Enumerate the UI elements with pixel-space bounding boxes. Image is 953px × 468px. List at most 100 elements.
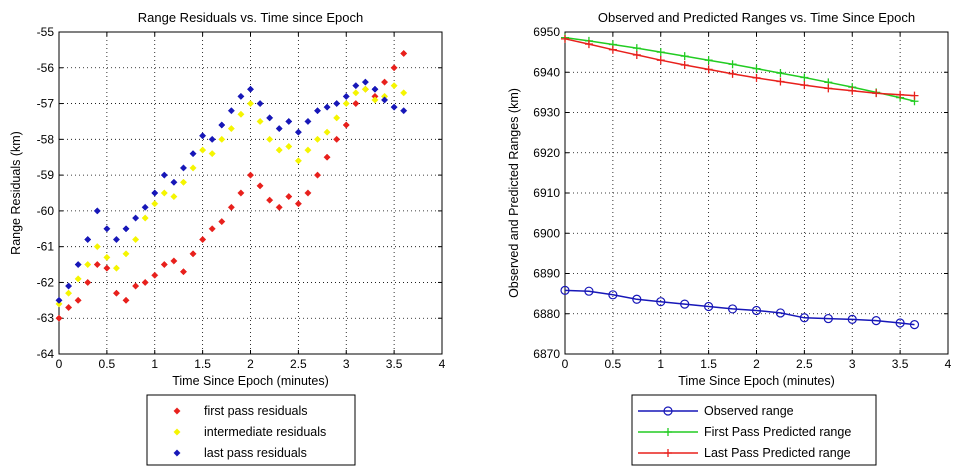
x-tick-label: 0 bbox=[562, 357, 569, 371]
data-point bbox=[189, 150, 197, 158]
data-point bbox=[199, 146, 207, 154]
data-point bbox=[151, 271, 159, 279]
data-point bbox=[93, 207, 101, 215]
data-point bbox=[560, 285, 570, 296]
y-tick-label: -63 bbox=[37, 311, 55, 325]
y-tick-label: -57 bbox=[37, 97, 55, 111]
y-tick-label: 6940 bbox=[533, 65, 560, 79]
data-point bbox=[74, 275, 82, 283]
x-tick-label: 2 bbox=[753, 357, 760, 371]
legend-label: Observed range bbox=[704, 404, 794, 418]
data-point bbox=[352, 89, 360, 97]
legend-label: intermediate residuals bbox=[204, 425, 326, 439]
series-intermediate-residuals bbox=[55, 82, 408, 308]
data-point bbox=[84, 235, 92, 244]
data-point bbox=[704, 301, 714, 312]
data-point bbox=[680, 61, 689, 70]
y-tick-label: 6950 bbox=[533, 25, 560, 39]
y-tick-label: 6870 bbox=[533, 347, 560, 361]
data-point bbox=[141, 214, 149, 222]
legend-marker bbox=[664, 428, 672, 436]
data-point bbox=[704, 56, 713, 65]
y-tick-label: 6880 bbox=[533, 307, 560, 321]
data-point bbox=[65, 303, 73, 312]
data-point bbox=[323, 103, 331, 111]
data-point bbox=[93, 243, 101, 251]
x-tick-label: 4 bbox=[945, 357, 952, 371]
data-point bbox=[218, 135, 226, 143]
data-point bbox=[55, 314, 63, 322]
data-point bbox=[371, 96, 379, 104]
data-point bbox=[132, 282, 140, 290]
data-point bbox=[151, 189, 159, 197]
data-point bbox=[871, 315, 881, 326]
y-tick-label: -62 bbox=[37, 275, 55, 289]
data-point bbox=[266, 114, 274, 122]
legend-marker bbox=[664, 449, 672, 457]
data-point bbox=[237, 110, 245, 118]
data-point bbox=[352, 100, 360, 108]
data-point bbox=[285, 193, 293, 201]
data-point bbox=[227, 125, 235, 133]
data-point bbox=[246, 171, 255, 179]
data-point bbox=[608, 45, 617, 54]
data-point bbox=[84, 278, 92, 286]
data-point bbox=[208, 225, 216, 233]
x-tick-label: 3 bbox=[849, 357, 856, 371]
legend-marker bbox=[173, 407, 181, 415]
y-tick-label: 6890 bbox=[533, 267, 560, 281]
chart-title: Range Residuals vs. Time since Epoch bbox=[138, 10, 363, 25]
y-tick-label: -61 bbox=[37, 240, 55, 254]
data-point bbox=[800, 73, 809, 82]
data-point bbox=[371, 85, 379, 93]
x-tick-label: 1 bbox=[151, 357, 158, 371]
x-tick-label: 1 bbox=[657, 357, 664, 371]
data-point bbox=[704, 65, 713, 74]
data-point bbox=[848, 86, 857, 95]
series-observed-range bbox=[560, 285, 920, 330]
data-point bbox=[93, 261, 101, 269]
data-point bbox=[909, 320, 920, 330]
data-point bbox=[390, 103, 398, 111]
y-tick-label: -55 bbox=[37, 25, 55, 39]
data-point bbox=[728, 60, 737, 69]
x-tick-label: 0 bbox=[56, 357, 63, 371]
data-point bbox=[227, 203, 235, 211]
series-line bbox=[564, 36, 915, 102]
data-point bbox=[727, 304, 738, 314]
x-tick-label: 2.5 bbox=[290, 357, 307, 371]
y-tick-label: 6910 bbox=[533, 186, 560, 200]
data-point bbox=[632, 50, 641, 59]
data-point bbox=[584, 286, 594, 296]
data-point bbox=[285, 142, 293, 151]
data-point bbox=[84, 261, 92, 269]
data-point bbox=[380, 78, 389, 86]
data-point bbox=[285, 117, 293, 125]
data-point bbox=[872, 89, 881, 98]
data-point bbox=[333, 135, 341, 143]
y-tick-label: -59 bbox=[37, 168, 55, 182]
data-point bbox=[237, 92, 245, 100]
data-point bbox=[208, 150, 216, 158]
chart-title: Observed and Predicted Ranges vs. Time S… bbox=[598, 10, 915, 25]
data-point bbox=[170, 257, 178, 265]
data-point bbox=[896, 90, 905, 99]
series-line bbox=[564, 38, 915, 97]
x-axis-label: Time Since Epoch (minutes) bbox=[172, 374, 329, 388]
data-point bbox=[246, 100, 255, 108]
data-point bbox=[256, 182, 264, 190]
y-axis-label: Observed and Predicted Ranges (km) bbox=[507, 88, 521, 298]
x-tick-label: 0.5 bbox=[605, 357, 622, 371]
data-point bbox=[400, 107, 408, 115]
data-point bbox=[275, 203, 283, 211]
legend-label: First Pass Predicted range bbox=[704, 425, 851, 439]
y-tick-label: 6920 bbox=[533, 146, 560, 160]
data-point bbox=[361, 78, 369, 86]
data-point bbox=[266, 135, 274, 143]
legend-label: Last Pass Predicted range bbox=[704, 446, 851, 460]
legend-box bbox=[146, 394, 356, 466]
data-point bbox=[680, 52, 689, 61]
data-point bbox=[390, 64, 398, 72]
x-tick-label: 1.5 bbox=[194, 357, 211, 371]
data-point bbox=[910, 91, 919, 100]
